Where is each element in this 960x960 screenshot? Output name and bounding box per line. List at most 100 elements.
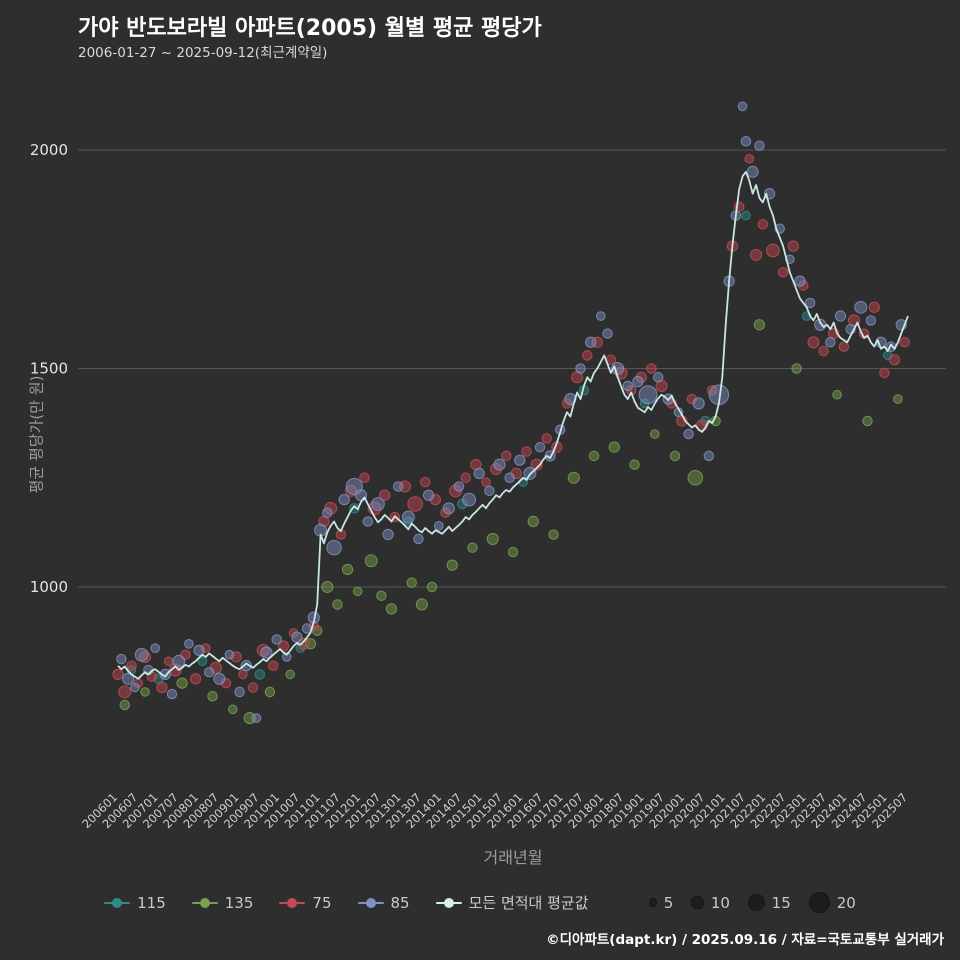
scatter-point bbox=[638, 385, 658, 405]
size-dot-5-icon bbox=[648, 898, 657, 907]
page-title: 가야 반도보라빌 아파트(2005) 월별 평균 평당가 bbox=[78, 16, 542, 41]
scatter-point bbox=[362, 516, 374, 527]
scatter-point bbox=[602, 328, 613, 339]
legend-swatch-135-icon bbox=[191, 897, 218, 908]
legend-item-135[interactable]: 135 bbox=[191, 894, 253, 912]
scatter-point bbox=[213, 672, 226, 685]
scatter-point bbox=[541, 433, 552, 444]
scatter-point bbox=[462, 492, 477, 507]
scatter-point bbox=[622, 380, 634, 392]
scatter-point bbox=[122, 672, 135, 685]
size-dot-10-icon bbox=[691, 896, 704, 909]
scatter-point bbox=[467, 542, 478, 553]
chart-plot: 1000150020002006012006072007012007072008… bbox=[30, 101, 946, 831]
legend-label-average: 모든 면적대 평균값 bbox=[468, 894, 589, 912]
scatter-point bbox=[575, 363, 586, 374]
scatter-point bbox=[322, 507, 333, 518]
scatter-point bbox=[669, 450, 681, 462]
scatter-point bbox=[247, 682, 259, 693]
scatter-point bbox=[838, 341, 850, 352]
scatter-point bbox=[156, 681, 168, 694]
scatter-point bbox=[588, 450, 600, 462]
scatter-point bbox=[567, 471, 580, 484]
scatter-point bbox=[116, 653, 127, 665]
scatter-point bbox=[172, 654, 186, 668]
scatter-point bbox=[865, 315, 877, 326]
size-label-10: 10 bbox=[710, 893, 730, 912]
size-legend-15: 15 bbox=[747, 894, 791, 912]
scatter-point bbox=[176, 677, 188, 689]
scatter-point bbox=[530, 458, 543, 471]
scatter-point bbox=[119, 699, 130, 711]
legend-item-115[interactable]: 115 bbox=[104, 894, 166, 912]
size-legend-5: 5 bbox=[648, 894, 673, 912]
scatter-point bbox=[794, 275, 806, 287]
scatter-point bbox=[737, 101, 748, 112]
scatter-point bbox=[282, 652, 292, 662]
scatter-point bbox=[832, 389, 842, 400]
scatter-point bbox=[264, 686, 276, 698]
scatter-point bbox=[595, 311, 606, 321]
scatter-point bbox=[608, 441, 620, 453]
scatter-point bbox=[692, 397, 705, 410]
scatter-point bbox=[332, 599, 343, 610]
scatter-point bbox=[163, 656, 174, 667]
scatter-point bbox=[426, 581, 438, 593]
scatter-point bbox=[140, 687, 150, 697]
scatter-point bbox=[433, 521, 444, 531]
bubble-size-legend: 5 10 15 20 bbox=[648, 892, 856, 913]
legend-item-85[interactable]: 85 bbox=[357, 894, 410, 912]
chart-legend: 115 135 75 85 모든 면적대 평균값 5 10 bbox=[0, 892, 960, 913]
scatter-point bbox=[240, 660, 252, 672]
scatter-point bbox=[112, 668, 124, 681]
scatter-point bbox=[582, 350, 593, 361]
legend-item-75[interactable]: 75 bbox=[279, 894, 332, 912]
scatter-point bbox=[126, 660, 137, 671]
scatter-point bbox=[420, 476, 431, 488]
scatter-point bbox=[304, 638, 317, 650]
scatter-point bbox=[251, 713, 262, 723]
scatter-point bbox=[415, 598, 428, 611]
scatter-point bbox=[741, 210, 751, 221]
x-axis-title: 거래년월 bbox=[483, 848, 543, 867]
scatter-point bbox=[746, 165, 759, 178]
scatter-point bbox=[585, 336, 597, 348]
scatter-point bbox=[190, 673, 202, 685]
scatter-point bbox=[376, 590, 387, 601]
scatter-point bbox=[184, 639, 194, 649]
scatter-point bbox=[854, 300, 868, 314]
scatter-point bbox=[460, 472, 471, 483]
scatter-point bbox=[507, 546, 519, 558]
scatter-point bbox=[268, 660, 279, 671]
scatter-point bbox=[888, 354, 901, 366]
scatter-point bbox=[879, 367, 890, 379]
scatter-point bbox=[787, 240, 799, 252]
scatter-point bbox=[382, 528, 394, 541]
y-tick-label: 2000 bbox=[30, 141, 68, 159]
scatter-point bbox=[446, 559, 458, 571]
scatter-point bbox=[166, 688, 178, 700]
size-dot-20-icon bbox=[808, 892, 830, 913]
scatter-point bbox=[224, 649, 235, 660]
scatter-point bbox=[791, 363, 802, 374]
scatter-point bbox=[629, 459, 640, 470]
scatter-point bbox=[534, 441, 546, 453]
scatter-point bbox=[422, 489, 435, 501]
scatter-point bbox=[291, 631, 303, 643]
scatter-point bbox=[862, 415, 873, 427]
scatter-point bbox=[687, 470, 704, 486]
credit-footer: ©디아파트(dapt.kr) / 2025.09.16 / 자료=국토교통부 실… bbox=[546, 932, 944, 948]
scatter-point bbox=[285, 669, 295, 680]
legend-swatch-75-icon bbox=[279, 897, 306, 908]
scatter-point bbox=[686, 393, 698, 405]
scatter-point bbox=[766, 243, 780, 258]
scatter-point bbox=[548, 529, 559, 540]
legend-item-average[interactable]: 모든 면적대 평균값 bbox=[435, 892, 589, 913]
scatter-point bbox=[818, 345, 829, 357]
scatter-point bbox=[207, 691, 218, 702]
scatter-point bbox=[646, 363, 657, 374]
scatter-point bbox=[193, 644, 205, 657]
scatter-point bbox=[227, 704, 238, 715]
scatter-point bbox=[254, 669, 266, 680]
